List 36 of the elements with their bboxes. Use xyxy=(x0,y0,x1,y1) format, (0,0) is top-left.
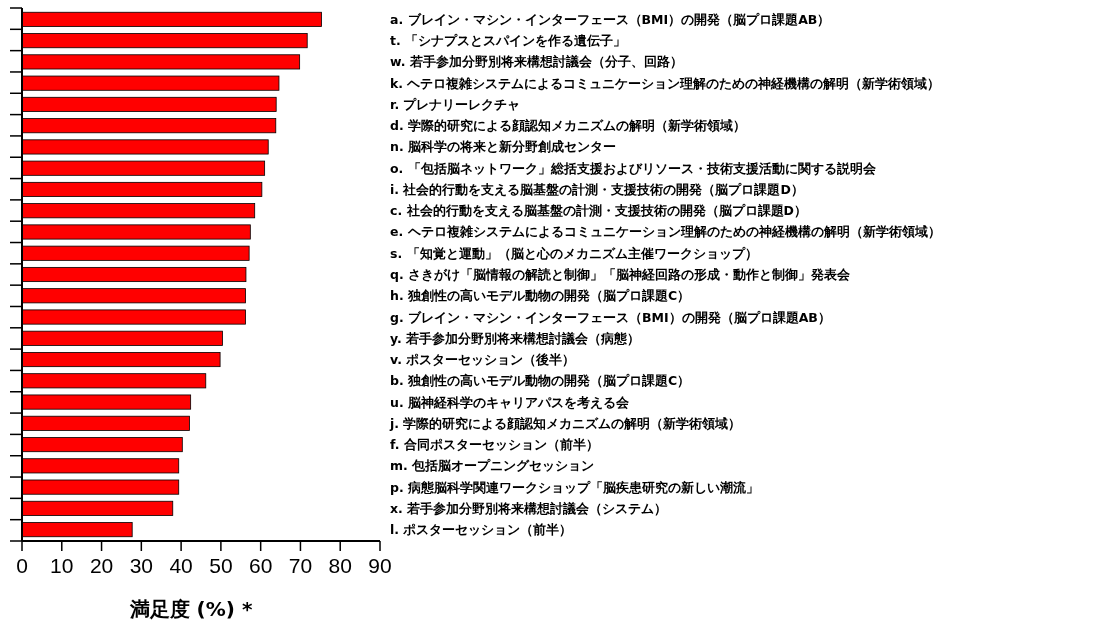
y-tick-label: o. 「包括脳ネットワーク」総括支援およびリソース・技術支援活動に関する説明会 xyxy=(390,160,877,176)
y-tick-label: q. さきがけ「脳情報の解読と制御」「脳神経回路の形成・動作と制御」発表会 xyxy=(390,267,852,282)
x-tick-label: 20 xyxy=(89,554,114,577)
y-tick-label: r. プレナリーレクチャ xyxy=(390,96,521,112)
x-axis-title: 満足度 (%) * xyxy=(128,597,253,621)
y-tick-label: a. ブレイン・マシン・インターフェース（BMI）の開発（脳プロ課題AB） xyxy=(390,11,831,27)
x-tick-label: 70 xyxy=(288,554,313,577)
x-tick-label: 30 xyxy=(129,554,154,577)
y-tick-label: f. 合同ポスターセッション（前半） xyxy=(390,437,599,453)
y-tick-label: x. 若手参加分野別将来構想討議会（システム） xyxy=(390,500,668,516)
y-tick-label: y. 若手参加分野別将来構想討議会（病態） xyxy=(390,330,641,346)
x-tick-label: 0 xyxy=(16,554,28,577)
y-tick-label: b. 独創性の高いモデル動物の開発（脳プロ課題C） xyxy=(390,373,691,389)
x-tick-label: 80 xyxy=(328,554,352,577)
y-tick-label: i. 社会的行動を支える脳基盤の計測・支援技術の開発（脳プロ課題D） xyxy=(390,181,804,197)
y-tick-label: c. 社会的行動を支える脳基盤の計測・支援技術の開発（脳プロ課題D） xyxy=(390,203,807,219)
y-tick-label: w. 若手参加分野別将来構想討議会（分子、回路） xyxy=(390,54,683,70)
y-tick-label: d. 学際的研究による顔認知メカニズムの解明（新学術領域） xyxy=(390,118,747,134)
y-tick-label: n. 脳科学の将来と新分野創成センター xyxy=(390,139,616,155)
x-tick-label: 60 xyxy=(248,554,273,577)
y-tick-label: h. 独創性の高いモデル動物の開発（脳プロ課題C） xyxy=(390,288,691,304)
y-tick-label: p. 病態脳科学関連ワークショップ「脳疾患研究の新しい潮流」 xyxy=(390,479,760,495)
x-tick-label: 90 xyxy=(368,554,392,577)
y-tick-label: l. ポスターセッション（前半） xyxy=(390,522,573,538)
y-tick-label: m. 包括脳オープニングセッション xyxy=(390,458,595,474)
y-tick-label: k. ヘテロ複雑システムによるコミュニケーション理解のための神経機構の解明（新学術領域） xyxy=(390,75,941,91)
y-tick-label: t. 「シナプスとスパインを作る遺伝子」 xyxy=(390,33,627,49)
y-tick-label: j. 学際的研究による顔認知メカニズムの解明（新学術領域） xyxy=(389,415,742,431)
y-tick-label: v. ポスターセッション（後半） xyxy=(390,352,576,368)
y-tick-label: s. 「知覚と運動」（脳と心のメカニズム主催ワークショップ） xyxy=(390,245,758,261)
y-tick-label: u. 脳神経科学のキャリアパスを考える会 xyxy=(390,394,630,410)
x-tick-label: 50 xyxy=(209,554,233,577)
y-tick-label: g. ブレイン・マシン・インターフェース（BMI）の開発（脳プロ課題AB） xyxy=(390,309,831,325)
y-tick-label: e. ヘテロ複雑システムによるコミュニケーション理解のための神経機構の解明（新学術領域） xyxy=(390,224,941,240)
x-tick-label: 10 xyxy=(50,554,74,577)
x-tick-label: 40 xyxy=(169,554,193,577)
